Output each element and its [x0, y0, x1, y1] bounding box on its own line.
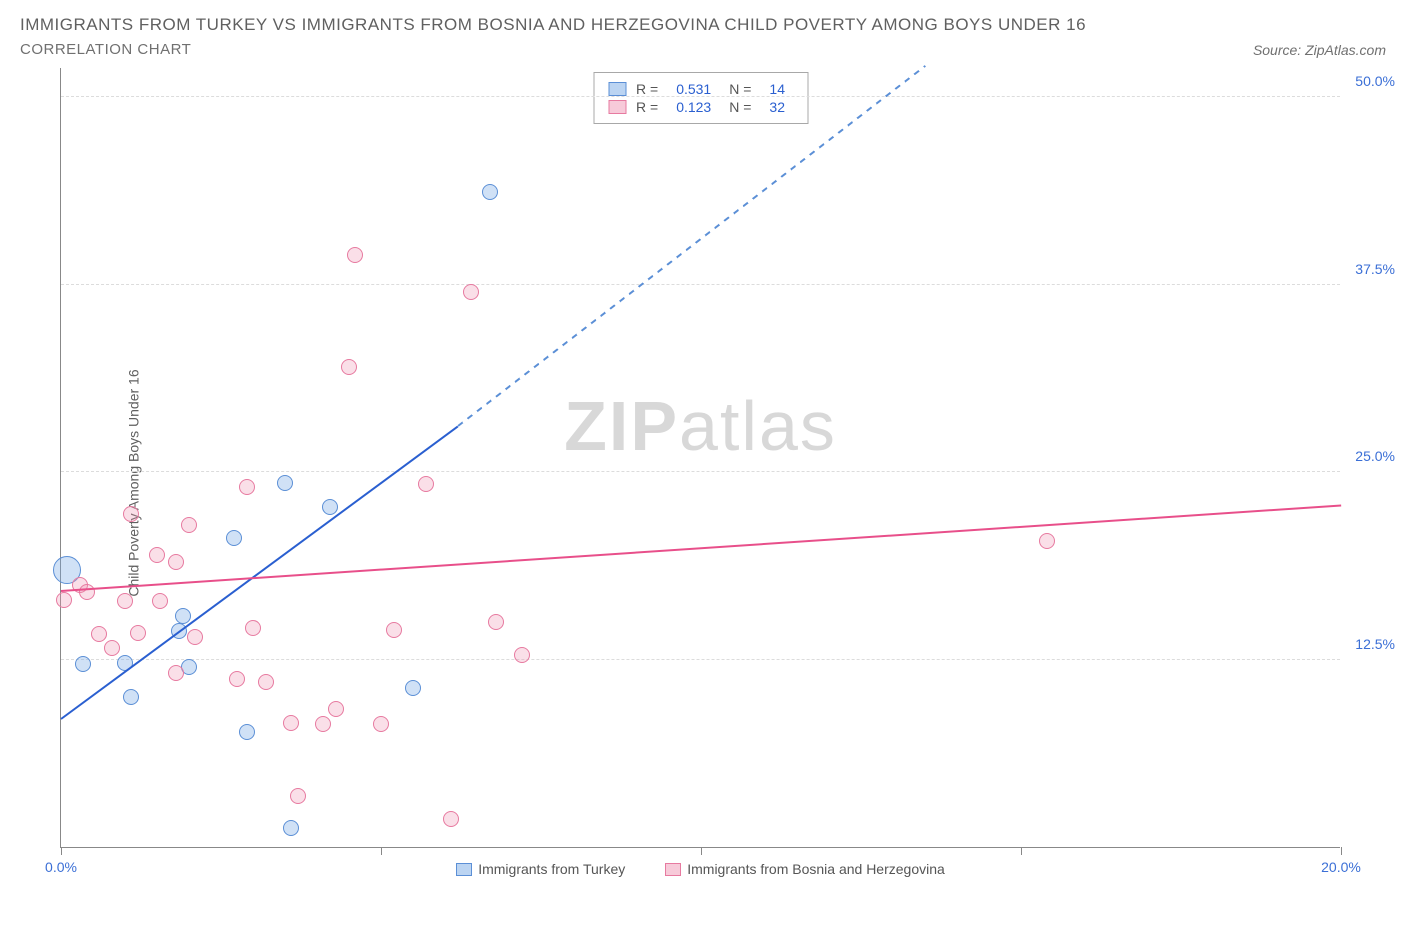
data-point [104, 640, 120, 656]
legend-r-value-turkey: 0.531 [676, 81, 711, 97]
gridline [61, 659, 1340, 660]
y-tick-label: 12.5% [1355, 636, 1395, 652]
watermark-bold: ZIP [564, 387, 679, 465]
data-point [175, 608, 191, 624]
data-point [79, 584, 95, 600]
data-point [168, 665, 184, 681]
data-point [258, 674, 274, 690]
data-point [443, 811, 459, 827]
data-point [91, 626, 107, 642]
data-point [482, 184, 498, 200]
series-name-bosnia: Immigrants from Bosnia and Herzegovina [687, 861, 945, 877]
data-point [386, 622, 402, 638]
legend-top: R = 0.531 N = 14 R = 0.123 N = 32 [593, 72, 808, 124]
source-label: Source: [1253, 42, 1301, 58]
gridline [61, 284, 1340, 285]
data-point [514, 647, 530, 663]
legend-n-value-bosnia: 32 [769, 99, 785, 115]
legend-row-bosnia: R = 0.123 N = 32 [608, 99, 793, 115]
data-point [181, 517, 197, 533]
data-point [328, 701, 344, 717]
data-point [130, 625, 146, 641]
legend-row-turkey: R = 0.531 N = 14 [608, 81, 793, 97]
source-name: ZipAtlas.com [1305, 42, 1386, 58]
chart-area: Child Poverty Among Boys Under 16 ZIPatl… [20, 68, 1386, 898]
legend-r-label: R = [636, 81, 658, 97]
scatter-plot: ZIPatlas R = 0.531 N = 14 R = 0.123 N = … [60, 68, 1340, 848]
chart-subtitle: CORRELATION CHART [20, 41, 191, 58]
bottom-legend: Immigrants from Turkey Immigrants from B… [61, 861, 1340, 877]
data-point [277, 475, 293, 491]
trend-line [61, 505, 1341, 592]
legend-swatch-pink [665, 863, 681, 876]
subtitle-row: CORRELATION CHART Source: ZipAtlas.com [20, 41, 1386, 58]
data-point [123, 689, 139, 705]
data-point [168, 554, 184, 570]
gridline [61, 471, 1340, 472]
legend-r-label: R = [636, 99, 658, 115]
data-point [322, 499, 338, 515]
y-tick-label: 25.0% [1355, 448, 1395, 464]
data-point [117, 593, 133, 609]
data-point [239, 479, 255, 495]
data-point [488, 614, 504, 630]
legend-n-value-turkey: 14 [769, 81, 785, 97]
data-point [283, 820, 299, 836]
data-point [290, 788, 306, 804]
data-point [418, 476, 434, 492]
x-tick [1021, 847, 1022, 855]
legend-n-label: N = [729, 99, 751, 115]
data-point [463, 284, 479, 300]
watermark: ZIPatlas [564, 386, 837, 466]
x-tick [61, 847, 62, 855]
data-point [1039, 533, 1055, 549]
x-tick-label: 20.0% [1321, 859, 1361, 875]
y-tick-label: 50.0% [1355, 73, 1395, 89]
data-point [315, 716, 331, 732]
data-point [226, 530, 242, 546]
legend-swatch-blue [456, 863, 472, 876]
x-tick [701, 847, 702, 855]
data-point [405, 680, 421, 696]
x-tick [1341, 847, 1342, 855]
chart-title: IMMIGRANTS FROM TURKEY VS IMMIGRANTS FRO… [20, 15, 1386, 35]
y-tick-label: 37.5% [1355, 261, 1395, 277]
source-attribution: Source: ZipAtlas.com [1253, 42, 1386, 58]
bottom-legend-turkey: Immigrants from Turkey [456, 861, 625, 877]
data-point [75, 656, 91, 672]
data-point [283, 715, 299, 731]
legend-swatch-blue [608, 82, 626, 96]
data-point [149, 547, 165, 563]
x-tick [381, 847, 382, 855]
data-point [341, 359, 357, 375]
data-point [123, 506, 139, 522]
data-point [187, 629, 203, 645]
gridline [61, 96, 1340, 97]
data-point [239, 724, 255, 740]
data-point [373, 716, 389, 732]
series-name-turkey: Immigrants from Turkey [478, 861, 625, 877]
bottom-legend-bosnia: Immigrants from Bosnia and Herzegovina [665, 861, 945, 877]
data-point [245, 620, 261, 636]
legend-swatch-pink [608, 100, 626, 114]
data-point [152, 593, 168, 609]
legend-n-label: N = [729, 81, 751, 97]
data-point [347, 247, 363, 263]
x-tick-label: 0.0% [45, 859, 77, 875]
data-point [229, 671, 245, 687]
watermark-light: atlas [679, 387, 837, 465]
legend-r-value-bosnia: 0.123 [676, 99, 711, 115]
data-point [56, 592, 72, 608]
